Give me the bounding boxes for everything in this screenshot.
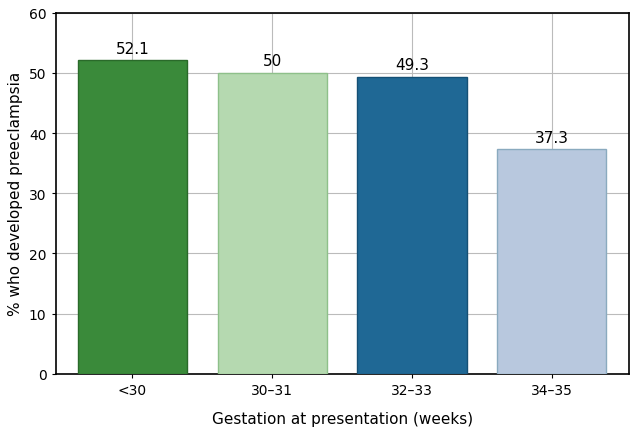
Text: 49.3: 49.3 [395,58,429,73]
Bar [218,74,327,374]
Bar [78,61,187,374]
Y-axis label: % who developed preeclampsia: % who developed preeclampsia [8,72,24,316]
Text: 37.3: 37.3 [535,130,569,145]
X-axis label: Gestation at presentation (weeks): Gestation at presentation (weeks) [211,411,473,426]
Bar [357,78,466,374]
Text: 52.1: 52.1 [115,41,149,56]
Text: 50: 50 [262,54,282,69]
Bar [497,150,606,374]
